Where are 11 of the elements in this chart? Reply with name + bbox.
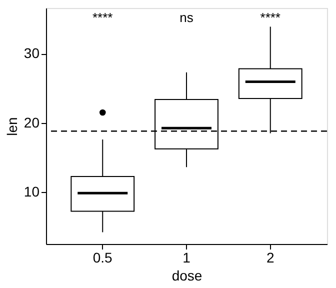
y-tick-label: 30 — [24, 45, 40, 62]
x-axis-title: dose — [172, 268, 202, 284]
annotation: **** — [92, 10, 113, 25]
x-tick-label: 2 — [266, 250, 274, 266]
annotation: **** — [260, 10, 281, 25]
x-tick-label: 0.5 — [92, 250, 113, 266]
y-axis-title: len — [4, 117, 20, 136]
y-tick-label: 20 — [24, 114, 40, 130]
y-tick-label: 10 — [24, 184, 40, 200]
x-tick-label: 1 — [182, 250, 191, 266]
annotation: ns — [180, 10, 194, 25]
